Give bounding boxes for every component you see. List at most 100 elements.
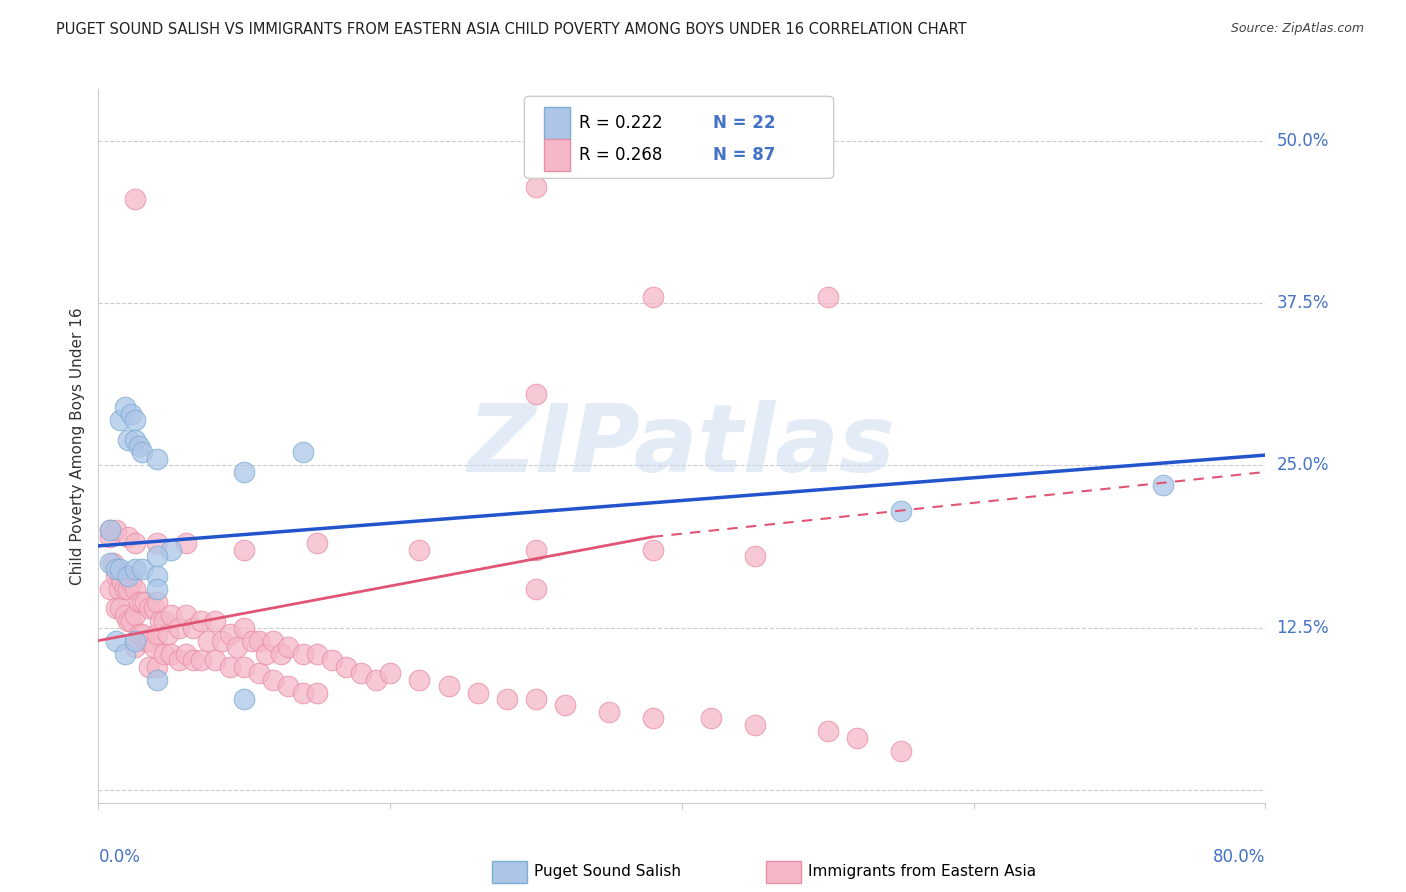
Point bbox=[350, 666, 373, 681]
Point bbox=[104, 562, 127, 576]
Text: 50.0%: 50.0% bbox=[1277, 132, 1329, 150]
Point bbox=[146, 568, 169, 582]
Point bbox=[890, 744, 912, 758]
Point bbox=[233, 692, 256, 706]
Point bbox=[817, 724, 839, 739]
Point bbox=[204, 614, 226, 628]
Point bbox=[262, 673, 284, 687]
Point bbox=[226, 640, 249, 654]
Point bbox=[120, 575, 142, 590]
Point bbox=[153, 647, 176, 661]
Point bbox=[408, 542, 430, 557]
Point bbox=[218, 627, 240, 641]
Text: 0.0%: 0.0% bbox=[98, 848, 141, 866]
Text: PUGET SOUND SALISH VS IMMIGRANTS FROM EASTERN ASIA CHILD POVERTY AMONG BOYS UNDE: PUGET SOUND SALISH VS IMMIGRANTS FROM EA… bbox=[56, 22, 967, 37]
Point bbox=[174, 536, 197, 550]
Point bbox=[160, 542, 183, 557]
Point bbox=[117, 614, 139, 628]
Point bbox=[524, 387, 547, 401]
Point bbox=[218, 659, 240, 673]
Point bbox=[98, 524, 121, 538]
Point bbox=[247, 633, 270, 648]
Point bbox=[146, 673, 169, 687]
Point bbox=[124, 607, 146, 622]
Point bbox=[254, 647, 277, 661]
Point bbox=[131, 445, 153, 459]
Text: Source: ZipAtlas.com: Source: ZipAtlas.com bbox=[1230, 22, 1364, 36]
Point bbox=[98, 556, 121, 570]
Point bbox=[817, 290, 839, 304]
Point bbox=[149, 614, 172, 628]
Point bbox=[641, 542, 664, 557]
Point bbox=[117, 582, 139, 596]
Point bbox=[524, 179, 547, 194]
Point bbox=[321, 653, 343, 667]
Point bbox=[307, 685, 329, 699]
Point bbox=[104, 633, 127, 648]
Text: R = 0.268: R = 0.268 bbox=[579, 146, 678, 164]
Point bbox=[104, 524, 127, 538]
Point bbox=[120, 407, 142, 421]
Point bbox=[124, 193, 146, 207]
Point bbox=[211, 633, 233, 648]
Point bbox=[277, 640, 299, 654]
Point bbox=[120, 614, 142, 628]
FancyBboxPatch shape bbox=[524, 96, 834, 178]
Point bbox=[700, 711, 723, 725]
Point bbox=[160, 647, 183, 661]
Point bbox=[240, 633, 263, 648]
Point bbox=[146, 659, 169, 673]
Point bbox=[262, 633, 284, 648]
Point bbox=[146, 452, 169, 467]
Point bbox=[117, 568, 139, 582]
Point bbox=[467, 685, 489, 699]
Point bbox=[142, 601, 165, 615]
Point bbox=[167, 653, 190, 667]
Point bbox=[408, 673, 430, 687]
Point bbox=[157, 627, 180, 641]
Point bbox=[138, 659, 160, 673]
Point bbox=[524, 582, 547, 596]
Point bbox=[174, 607, 197, 622]
Bar bbox=[544, 139, 569, 171]
Point bbox=[134, 633, 156, 648]
Point bbox=[291, 647, 314, 661]
Point bbox=[146, 595, 169, 609]
Point bbox=[138, 601, 160, 615]
Text: Puget Sound Salish: Puget Sound Salish bbox=[534, 864, 682, 879]
Point bbox=[335, 659, 357, 673]
Point bbox=[153, 614, 176, 628]
Point bbox=[291, 685, 314, 699]
Point bbox=[437, 679, 460, 693]
Point bbox=[124, 433, 146, 447]
Point bbox=[110, 568, 132, 582]
Text: N = 87: N = 87 bbox=[713, 146, 776, 164]
Point bbox=[146, 549, 169, 564]
Text: ZIPatlas: ZIPatlas bbox=[468, 400, 896, 492]
Point bbox=[131, 562, 153, 576]
Point bbox=[181, 653, 204, 667]
Point bbox=[128, 595, 150, 609]
Point bbox=[101, 556, 124, 570]
Point bbox=[181, 621, 204, 635]
Point bbox=[744, 718, 766, 732]
Point bbox=[233, 465, 256, 479]
Point bbox=[890, 504, 912, 518]
Point bbox=[131, 595, 153, 609]
Point bbox=[364, 673, 387, 687]
Point bbox=[142, 640, 165, 654]
Point bbox=[114, 582, 136, 596]
Point bbox=[124, 640, 146, 654]
Point bbox=[160, 607, 183, 622]
Point bbox=[124, 562, 146, 576]
Point bbox=[131, 627, 153, 641]
Point bbox=[190, 653, 212, 667]
Point bbox=[98, 582, 121, 596]
Point bbox=[128, 439, 150, 453]
Point bbox=[174, 647, 197, 661]
Point bbox=[128, 627, 150, 641]
Point bbox=[598, 705, 620, 719]
Point bbox=[496, 692, 519, 706]
Point bbox=[380, 666, 402, 681]
Point bbox=[524, 542, 547, 557]
